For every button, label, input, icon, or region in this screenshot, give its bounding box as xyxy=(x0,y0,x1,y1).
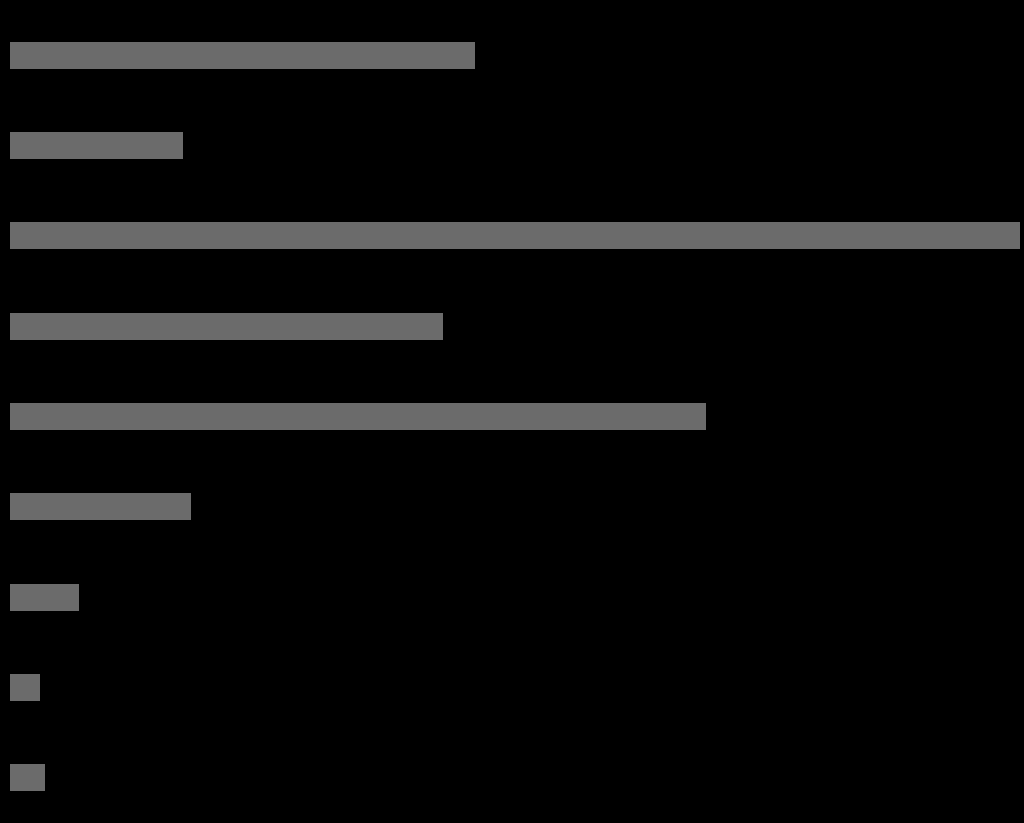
bar-row xyxy=(10,462,1024,552)
bar-6 xyxy=(10,584,79,611)
bar-row xyxy=(10,733,1024,823)
bar-row xyxy=(10,642,1024,732)
bar-0 xyxy=(10,42,475,69)
bar-row xyxy=(10,10,1024,100)
bar-2 xyxy=(10,222,1020,249)
bar-8 xyxy=(10,764,45,791)
bar-row xyxy=(10,552,1024,642)
bar-4 xyxy=(10,403,706,430)
bar-7 xyxy=(10,674,40,701)
bar-3 xyxy=(10,313,443,340)
horizontal-bar-chart xyxy=(10,10,1024,823)
bar-row xyxy=(10,100,1024,190)
bar-1 xyxy=(10,132,183,159)
bar-row xyxy=(10,371,1024,461)
bar-row xyxy=(10,281,1024,371)
bar-5 xyxy=(10,493,191,520)
bar-row xyxy=(10,191,1024,281)
